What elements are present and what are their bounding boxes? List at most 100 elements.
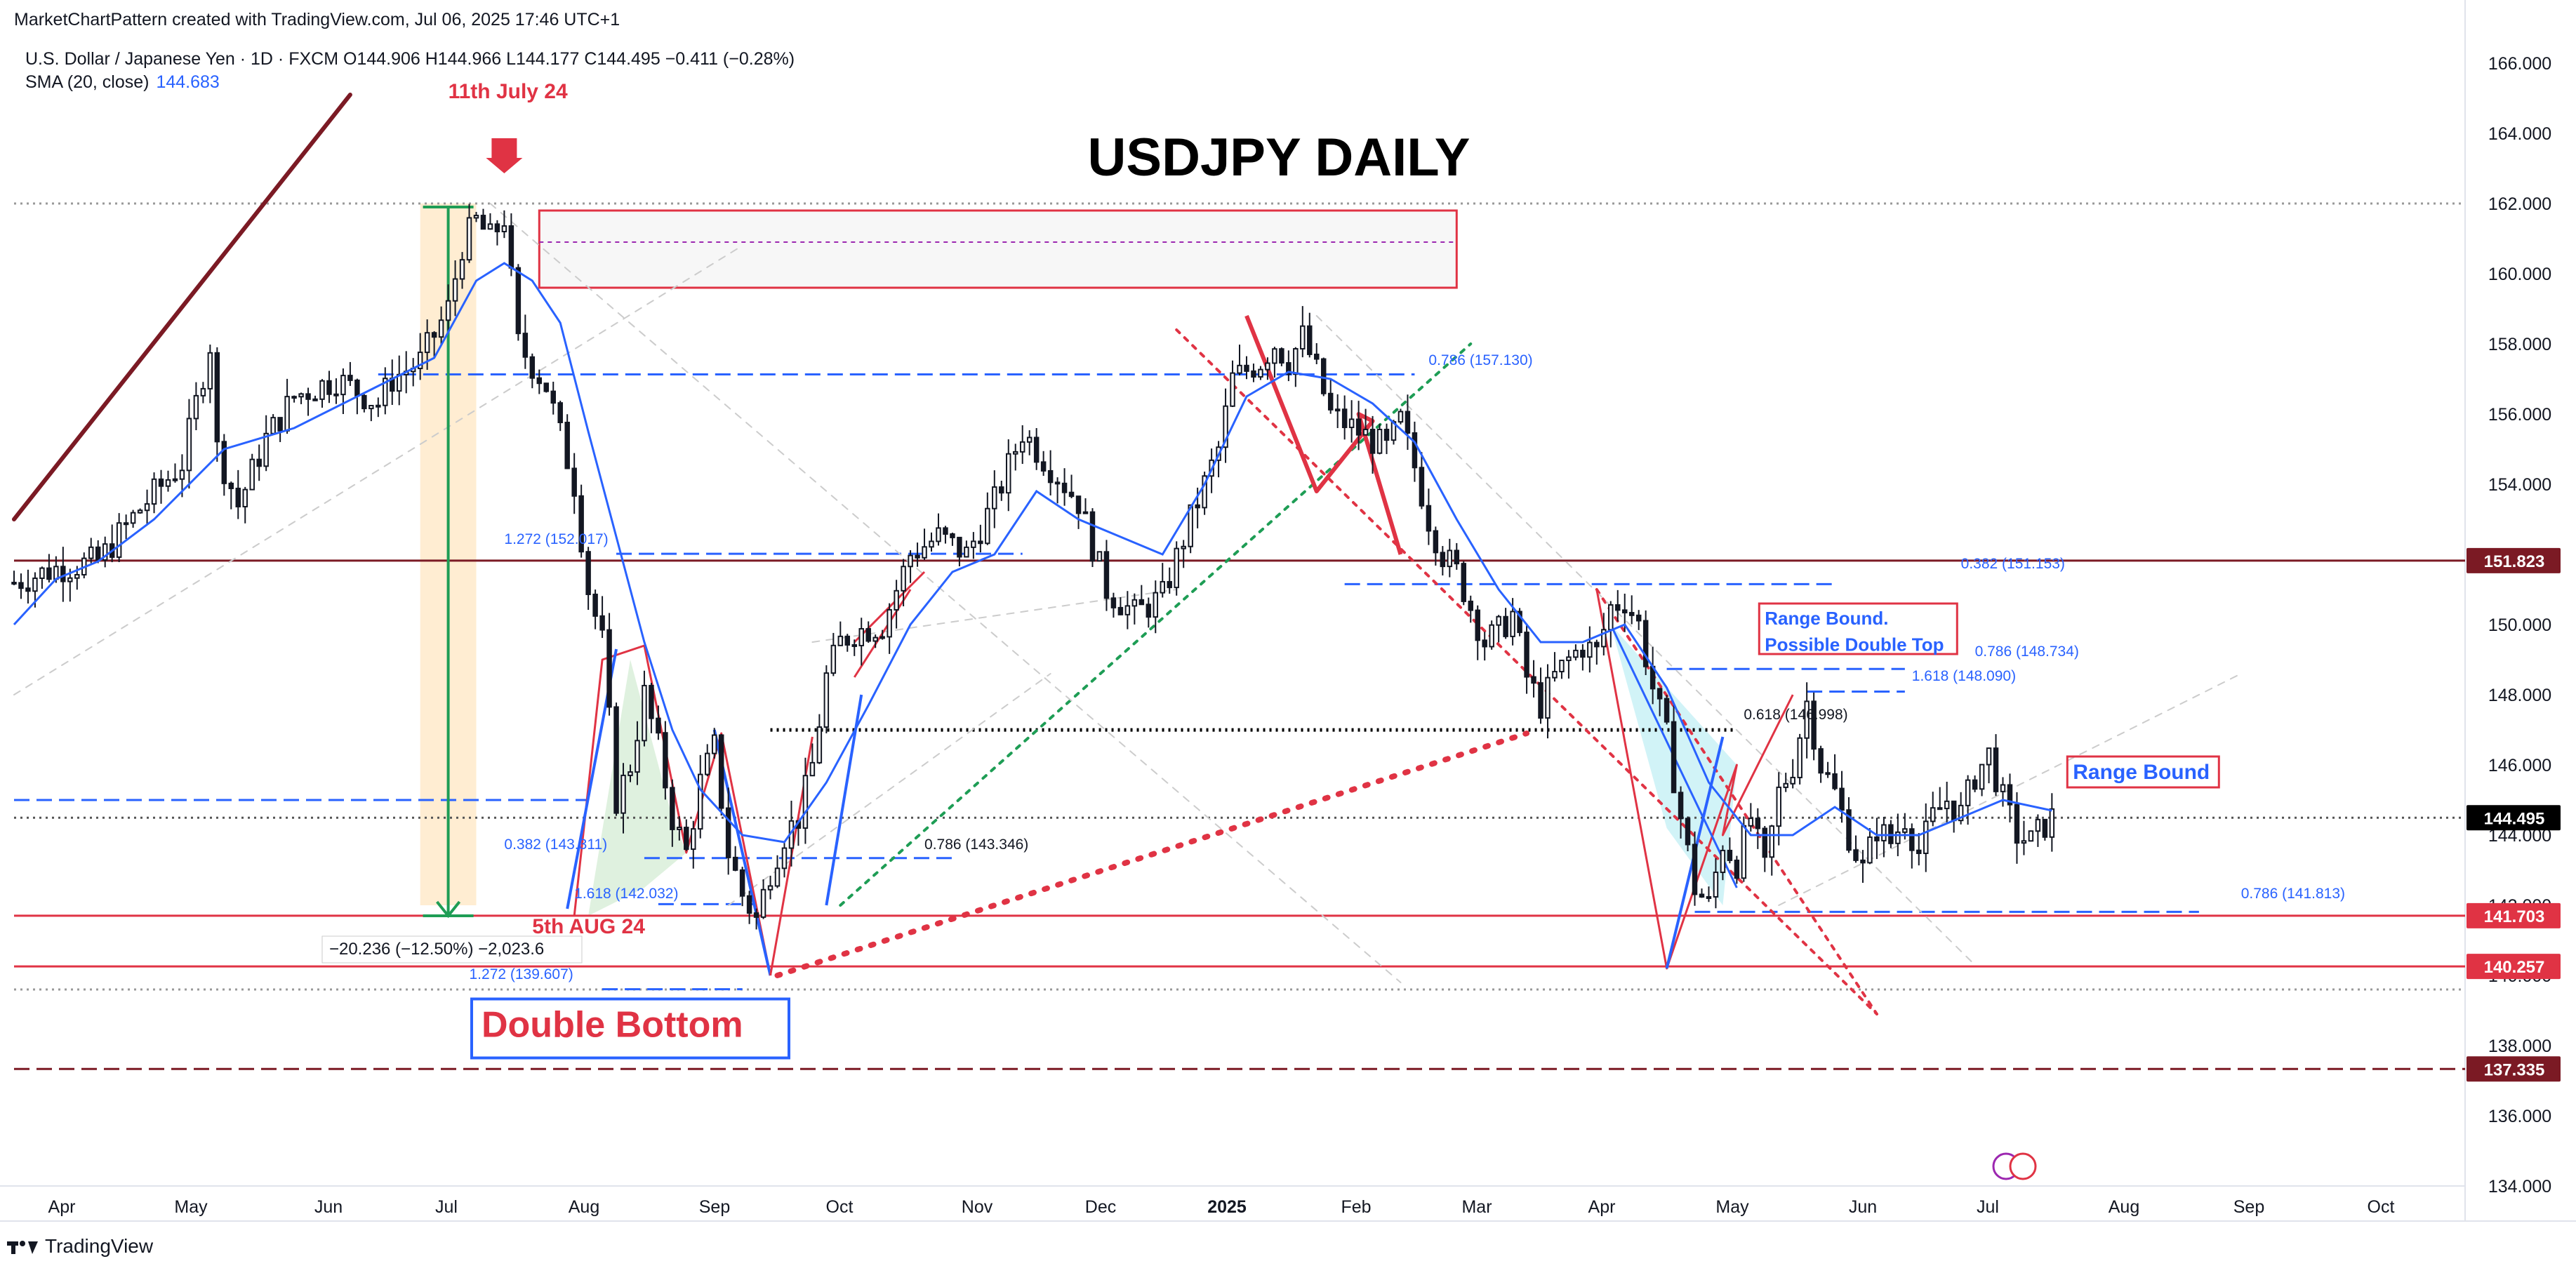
- candle-body: [725, 807, 731, 858]
- candle-body: [1776, 786, 1781, 827]
- candle-body: [1160, 580, 1165, 594]
- trendline: [1315, 315, 1976, 966]
- candle-body: [376, 404, 381, 408]
- candle-body: [1489, 624, 1494, 648]
- candle-body: [1706, 895, 1712, 899]
- x-tick-label: Apr: [48, 1197, 76, 1217]
- x-tick-label: Nov: [962, 1197, 993, 1217]
- candle-body: [165, 479, 171, 487]
- candle-body: [431, 332, 437, 338]
- candle-body: [1993, 747, 1999, 792]
- candle-body: [642, 684, 647, 742]
- candle-body: [1265, 362, 1270, 371]
- candle-body: [1783, 782, 1788, 788]
- candle-body: [1153, 592, 1159, 618]
- chart-title: USDJPY DAILY: [1088, 128, 1470, 187]
- candle-body: [844, 635, 851, 646]
- candle-body: [1881, 824, 1887, 841]
- candle-body: [1818, 748, 1824, 774]
- candle-body: [628, 771, 633, 776]
- candle-body: [1040, 461, 1047, 472]
- double-top-box: [1758, 602, 1958, 655]
- trendline: [489, 203, 1402, 983]
- candle-body: [494, 223, 500, 232]
- candle-body: [1853, 849, 1859, 861]
- candle-body: [1642, 620, 1649, 667]
- candle-body: [46, 567, 52, 580]
- candle-body: [88, 546, 94, 559]
- candle-body: [1195, 504, 1200, 509]
- measure-label-box: [321, 935, 583, 964]
- chart-credit: MarketChartPattern created with TradingV…: [14, 10, 620, 29]
- fib-label: 0.382 (151.153): [1961, 556, 2065, 572]
- candle-body: [613, 706, 619, 814]
- candle-body: [1621, 609, 1628, 614]
- y-tick-label: 156.000: [2488, 405, 2551, 425]
- candle-body: [1026, 436, 1033, 443]
- candle-body: [459, 259, 465, 280]
- candle-body: [1110, 597, 1117, 608]
- candle-body: [1804, 700, 1810, 739]
- candle-body: [1839, 787, 1845, 811]
- candle-body: [691, 828, 696, 851]
- x-tick-label: Oct: [826, 1197, 854, 1217]
- candle-body: [361, 394, 367, 410]
- candle-body: [263, 432, 269, 467]
- annotation-label: −20.236 (−12.50%) −2,023.6: [329, 940, 544, 959]
- candle-body: [277, 417, 283, 432]
- candle-body: [270, 417, 276, 434]
- price-tag-label: 140.257: [2484, 958, 2545, 977]
- candle-body: [130, 512, 136, 524]
- candle-body: [60, 566, 66, 582]
- candle-body: [922, 546, 927, 559]
- candle-body: [1811, 700, 1817, 750]
- pattern-shade: [588, 660, 686, 916]
- candle-body: [894, 589, 899, 611]
- annotation-label: Range Bound.: [1765, 608, 1888, 629]
- candle-body: [1341, 408, 1348, 429]
- double-bottom-box: [470, 997, 790, 1060]
- fib-label: 1.618 (148.090): [1912, 668, 2016, 684]
- candle-body: [929, 540, 934, 548]
- candle-body: [971, 540, 976, 548]
- price-tag-bg: [2467, 805, 2561, 831]
- candle-body: [879, 636, 885, 639]
- fib-label: 1.618 (142.032): [574, 886, 678, 902]
- candle-body: [480, 215, 486, 230]
- candle-body: [1012, 451, 1018, 455]
- x-tick-label: Apr: [1588, 1197, 1616, 1217]
- candle-body: [2007, 784, 2013, 806]
- candle-body: [1362, 428, 1369, 436]
- trendline: [727, 673, 1051, 906]
- x-tick-label: Dec: [1085, 1197, 1116, 1217]
- candle-body: [1678, 792, 1684, 820]
- candle-body: [1468, 600, 1473, 611]
- candle-body: [18, 582, 24, 589]
- candle-body: [550, 390, 556, 404]
- candle-body: [753, 912, 759, 918]
- fib-label: 0.786 (157.130): [1428, 352, 1532, 368]
- candle-body: [67, 577, 73, 582]
- candle-body: [1628, 612, 1635, 616]
- candle-body: [1923, 820, 1929, 854]
- candle-body: [1979, 764, 1985, 790]
- candle-body: [1286, 362, 1292, 375]
- candle-body: [1314, 353, 1320, 360]
- candle-body: [809, 761, 816, 777]
- candle-body: [698, 773, 703, 830]
- us-flag-icon: [2009, 1152, 2037, 1180]
- candle-body: [473, 215, 479, 219]
- x-tick-label: May: [1715, 1197, 1749, 1217]
- candle-body: [936, 527, 941, 542]
- candle-body: [369, 404, 374, 410]
- candle-body: [529, 356, 536, 379]
- candle-body: [53, 566, 59, 580]
- x-tick-label: Sep: [699, 1197, 730, 1217]
- candle-body: [858, 628, 864, 646]
- x-tick-label: 2025: [1207, 1197, 1247, 1217]
- y-tick-label: 134.000: [2488, 1177, 2551, 1197]
- candle-body: [865, 628, 871, 642]
- sma-indicator-legend[interactable]: SMA (20, close) 144.683: [25, 72, 220, 93]
- price-tag-label: 144.495: [2484, 809, 2545, 828]
